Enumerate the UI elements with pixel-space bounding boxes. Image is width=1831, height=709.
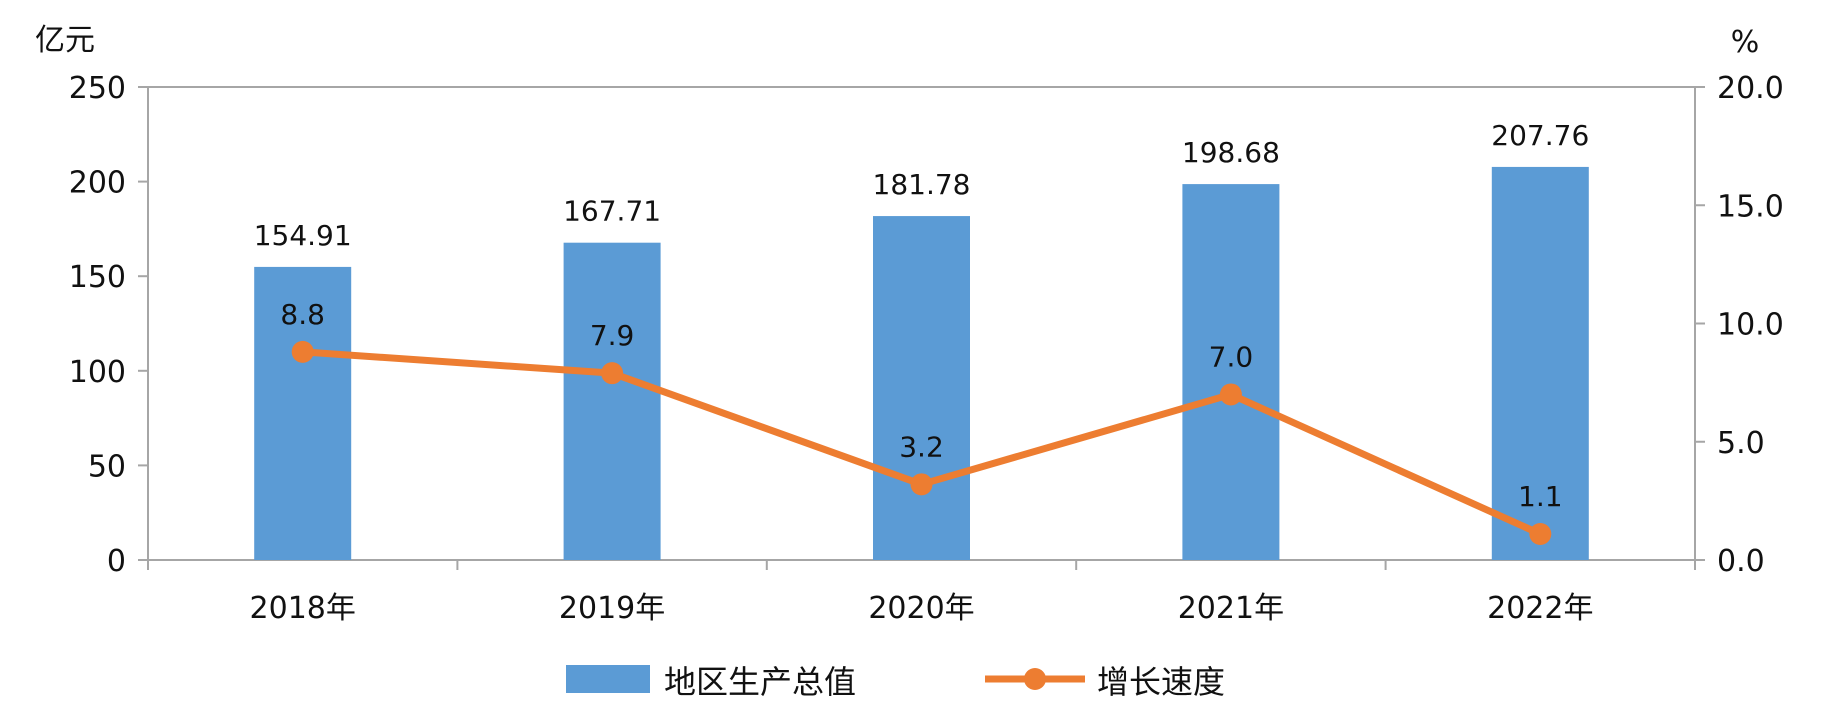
x-tick-label: 2022年 [1487, 591, 1593, 626]
y-right-tick-label: 0.0 [1717, 544, 1765, 579]
bar-value-label: 207.76 [1491, 119, 1589, 152]
y-left-tick-label: 150 [69, 260, 126, 295]
data-labels: 154.91 167.71 181.78 198.68 207.76 8.8 7.9 3.2 7… [254, 119, 1590, 513]
growth-point [601, 362, 624, 385]
y-left-tick-label: 0 [107, 544, 126, 579]
growth-point [1219, 383, 1242, 406]
legend-label-growth: 增长速度 [1097, 663, 1225, 701]
bar [254, 266, 352, 560]
growth-value-label: 7.0 [1209, 340, 1254, 373]
y-right-tick-label: 5.0 [1717, 426, 1765, 461]
bar-value-label: 181.78 [873, 168, 971, 201]
y-right-unit: % [1731, 25, 1760, 60]
x-tick-label: 2019年 [559, 591, 665, 626]
y-left-unit: 亿元 [35, 23, 95, 58]
growth-point [910, 473, 933, 496]
growth-value-label: 1.1 [1518, 480, 1563, 513]
legend: 地区生产总值 增长速度 [566, 663, 1225, 701]
legend-swatch-gdp [566, 665, 650, 693]
legend-marker-growth [1024, 668, 1046, 690]
bar-value-label: 154.91 [254, 219, 352, 252]
growth-value-label: 8.8 [280, 298, 325, 331]
bar [563, 242, 661, 560]
y-right-tick-label: 20.0 [1717, 71, 1784, 106]
legend-label-gdp: 地区生产总值 [664, 663, 856, 701]
y-right-tick-label: 15.0 [1717, 189, 1784, 224]
axes: 0 50 100 150 200 250 0.0 5.0 10.0 15.0 20.0 亿元 % 2018… [35, 23, 1784, 626]
growth-value-label: 7.9 [590, 319, 635, 352]
bar-value-label: 167.71 [563, 195, 661, 228]
growth-value-label: 3.2 [899, 430, 944, 463]
line-series [291, 340, 1552, 545]
bar [1182, 184, 1280, 560]
y-left-tick-label: 200 [69, 166, 126, 201]
bar-value-label: 198.68 [1182, 136, 1280, 169]
x-tick-label: 2020年 [868, 591, 974, 626]
y-right-tick-label: 10.0 [1717, 308, 1784, 343]
x-tick-label: 2021年 [1178, 591, 1284, 626]
y-left-tick-label: 250 [69, 71, 126, 106]
growth-point [291, 340, 314, 363]
y-left-tick-label: 50 [88, 449, 126, 484]
x-tick-label: 2018年 [250, 591, 356, 626]
growth-point [1529, 522, 1552, 545]
bar-series [254, 166, 1589, 560]
bar [873, 216, 970, 560]
bar [1491, 166, 1589, 560]
y-left-tick-label: 100 [69, 355, 126, 390]
